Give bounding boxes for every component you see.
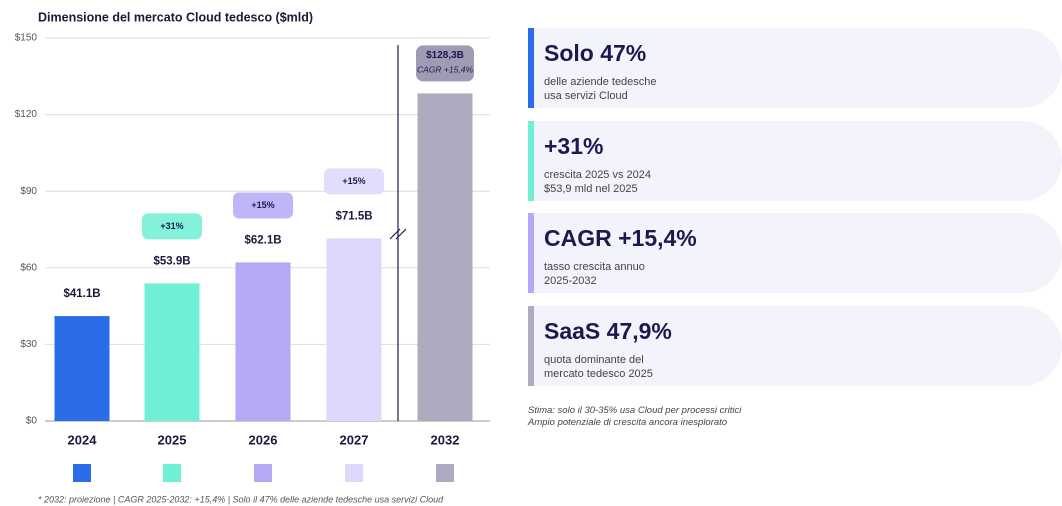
growth-badge (324, 168, 384, 195)
card-text: usa servizi Cloud (544, 90, 628, 102)
value-label: $41.1B (63, 288, 100, 300)
card-text: crescita 2025 vs 2024 (544, 169, 652, 181)
legend-swatch (73, 464, 91, 482)
stat-card: +31% crescita 2025 vs 2024 $53,9 mld nel 2… (528, 121, 1062, 201)
bar (235, 262, 291, 421)
bar (417, 93, 473, 421)
card-text: $53,9 mld nel 2025 (544, 183, 638, 195)
x-tick-label: 2026 (249, 432, 278, 447)
value-label: $53.9B (153, 255, 190, 267)
card-text: mercato tedesco 2025 (544, 368, 653, 380)
chart: Dimensione del mercato Cloud tedesco ($m… (15, 10, 490, 504)
value-badge (416, 45, 474, 82)
annotation: +15% (251, 200, 274, 210)
card-text: quota dominante del (544, 354, 644, 366)
annotation: CAGR +15,4% (417, 65, 473, 75)
card-title: Solo 47% (544, 40, 647, 66)
card-title: +31% (544, 133, 604, 159)
card-text: delle aziende tedesche (544, 76, 657, 88)
card-text: tasso crescita annuo (544, 261, 645, 273)
annotation: +31% (160, 221, 183, 231)
card-title: CAGR +15,4% (544, 225, 697, 251)
growth-badge (142, 213, 202, 240)
x-tick-label: 2024 (68, 432, 98, 447)
x-tick-label: 2027 (340, 432, 369, 447)
y-tick-label: $30 (20, 339, 37, 350)
value-label: $71.5B (335, 210, 372, 222)
card-title: SaaS 47,9% (544, 318, 672, 344)
value-label: $62.1B (244, 234, 281, 246)
spacer (544, 67, 1062, 75)
note-text: Stima: solo il 30-35% usa Cloud per proc… (528, 405, 742, 416)
growth-badge (233, 192, 293, 219)
card-text: 2025-2032 (544, 275, 597, 287)
bar (326, 238, 382, 421)
axis-break-mark (395, 228, 407, 240)
stat-card: CAGR +15,4% tasso crescita annuo 2025-2032 (528, 213, 1062, 293)
spacer (544, 160, 1062, 168)
card-accent (528, 28, 534, 108)
x-tick-label: 2025 (158, 432, 187, 447)
y-tick-label: $150 (15, 33, 38, 44)
value-label: $128,3B (426, 50, 464, 61)
legend-swatch (345, 464, 363, 482)
legend-swatch (254, 464, 272, 482)
card-accent (528, 213, 534, 293)
footnote: * 2032: proiezione | CAGR 2025-2032: +15… (38, 494, 444, 504)
spacer (544, 345, 1062, 353)
y-tick-label: $60 (20, 262, 37, 273)
stat-card: SaaS 47,9% quota dominante del mercato ted… (528, 306, 1062, 386)
stat-card: Solo 47% delle aziende tedesche usa serviz… (528, 28, 1062, 108)
note-text: Ampio potenziale di crescita ancora ines… (528, 417, 728, 428)
y-tick-label: $120 (15, 109, 38, 120)
spacer (544, 252, 1062, 260)
card-accent (528, 306, 534, 386)
annotation: +15% (342, 176, 365, 186)
axis-break-mark (389, 228, 401, 240)
card-accent (528, 121, 534, 201)
chart-title: Dimensione del mercato Cloud tedesco ($m… (38, 10, 313, 24)
bar (54, 316, 110, 421)
y-tick-label: $0 (26, 416, 38, 427)
y-tick-label: $90 (20, 186, 37, 197)
x-tick-label: 2032 (431, 432, 460, 447)
legend-swatch (163, 464, 181, 482)
legend-swatch (436, 464, 454, 482)
bar (144, 283, 200, 421)
